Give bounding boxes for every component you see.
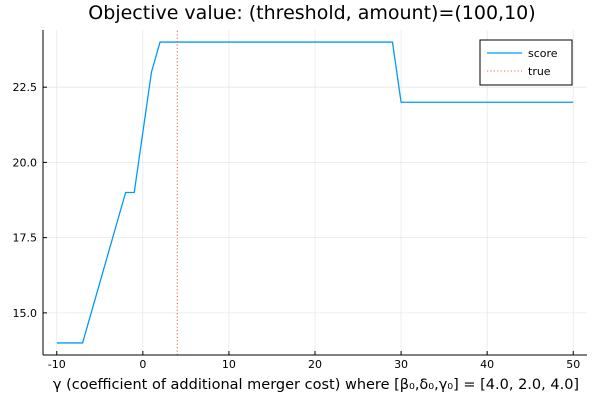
chart-title: Objective value: (threshold, amount)=(10… bbox=[88, 2, 535, 24]
x-axis-label: γ (coefficient of additional merger cost… bbox=[53, 377, 579, 393]
x-tick-label: 50 bbox=[566, 358, 580, 371]
legend-box bbox=[479, 39, 573, 86]
axes bbox=[42, 30, 587, 356]
legend-label-true: true bbox=[528, 65, 551, 78]
y-tick-label: 20.0 bbox=[13, 156, 38, 169]
y-tick-label: 15.0 bbox=[13, 307, 38, 320]
x-tick-label: -10 bbox=[48, 358, 66, 371]
plot-series bbox=[56, 30, 574, 355]
x-tick-label: 30 bbox=[394, 358, 408, 371]
x-tick-labels: -10 0 10 20 30 40 50 bbox=[48, 358, 580, 371]
y-tick-labels: 15.0 17.5 20.0 22.5 bbox=[13, 81, 38, 320]
x-tick-label: 40 bbox=[480, 358, 494, 371]
x-tick-label: 0 bbox=[139, 358, 146, 371]
x-tick-label: 20 bbox=[308, 358, 322, 371]
y-tick-label: 22.5 bbox=[13, 81, 38, 94]
series-score-line bbox=[56, 41, 574, 344]
y-tick-label: 17.5 bbox=[13, 232, 38, 245]
x-tick-label: 10 bbox=[222, 358, 236, 371]
legend-label-score: score bbox=[528, 47, 558, 60]
legend: score true bbox=[479, 39, 573, 86]
